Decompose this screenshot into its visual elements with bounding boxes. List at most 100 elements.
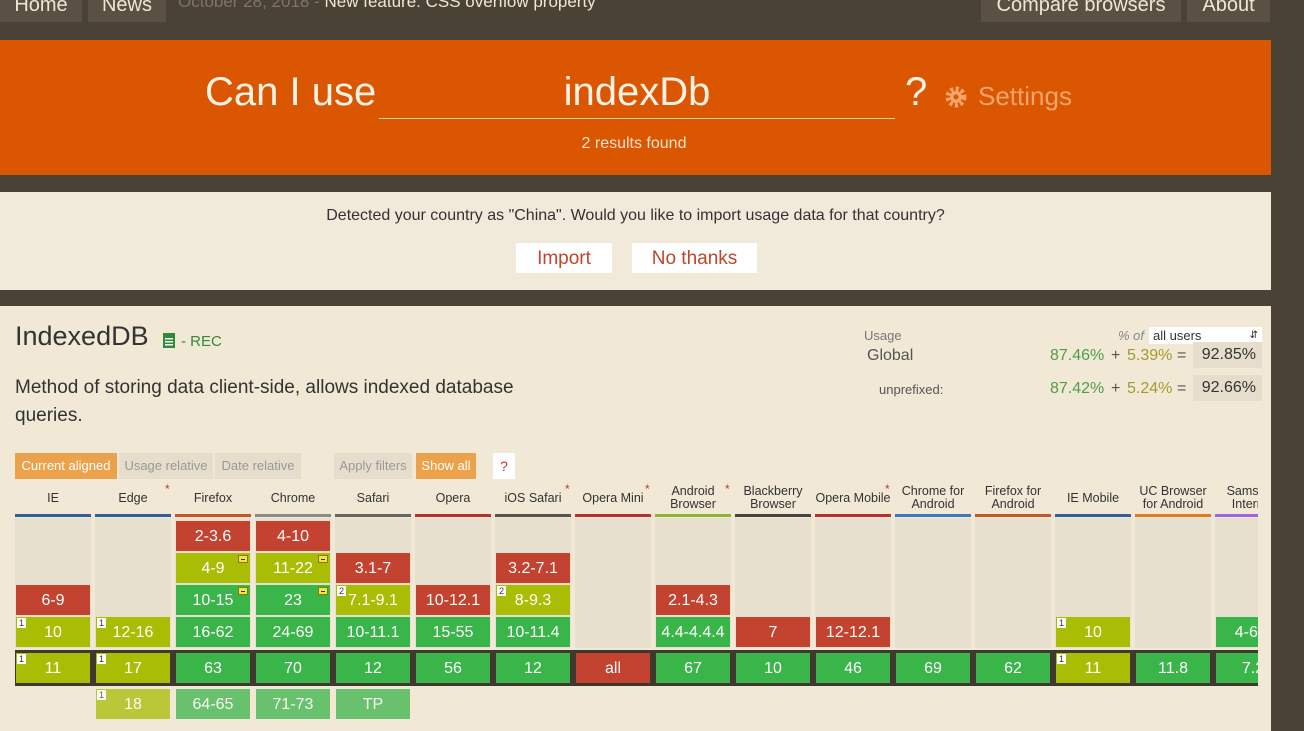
version-cell[interactable]: 15-55 — [416, 617, 490, 647]
version-cell[interactable]: 6-9 — [16, 585, 90, 615]
browser-header[interactable]: Chrome for Android — [895, 485, 971, 511]
nav-tab[interactable]: News — [88, 0, 166, 22]
version-cell[interactable]: 2-3.6 — [176, 521, 250, 551]
version-cell[interactable]: 4-9 — [176, 553, 250, 583]
version-cell[interactable]: 4-10 — [256, 521, 330, 551]
spec-status[interactable]: - REC — [181, 333, 222, 350]
browser-header[interactable]: Chrome — [255, 485, 331, 511]
version-cell[interactable]: 56 — [416, 653, 490, 683]
nav-tab[interactable]: About — [1187, 0, 1270, 22]
browser-name: Opera Mobile — [815, 490, 891, 505]
settings-icon[interactable] — [943, 84, 969, 110]
version-cell[interactable]: 11 1 — [1056, 653, 1130, 683]
browser-header[interactable]: Samsung Internet — [1215, 485, 1258, 511]
browser-header[interactable]: Safari — [335, 485, 411, 511]
prefix-flag — [318, 587, 328, 595]
browser-header[interactable]: iOS Safari — [495, 485, 571, 511]
version-cell[interactable]: 7.2 — [1216, 653, 1258, 683]
version-cell[interactable]: 17 1 — [96, 653, 170, 683]
version-cell[interactable]: 2.1-4.3 — [656, 585, 730, 615]
version-cell[interactable]: 11.8 — [1136, 653, 1210, 683]
version-cell[interactable]: 10 1 — [1056, 617, 1130, 647]
version-cell[interactable]: 62 — [976, 653, 1050, 683]
browser-underline — [735, 514, 811, 517]
version-cell[interactable]: 11-22 — [256, 553, 330, 583]
help-button[interactable]: ? — [493, 453, 515, 479]
version-cell[interactable]: TP — [336, 689, 410, 719]
version-note: 1 — [17, 654, 26, 664]
version-cell[interactable]: 10 — [736, 653, 810, 683]
browser-name: iOS Safari — [504, 490, 562, 505]
version-cell[interactable]: 63 — [176, 653, 250, 683]
version-cell[interactable]: 10-11.4 — [496, 617, 570, 647]
usage-supported: 87.42% — [1050, 380, 1105, 397]
filter-button[interactable]: Show all — [416, 453, 476, 479]
view-tab[interactable]: Current aligned — [15, 453, 117, 479]
view-tab[interactable]: Usage relative — [119, 453, 213, 479]
browser-header[interactable]: Firefox — [175, 485, 251, 511]
version-note: 1 — [97, 690, 106, 700]
browser-name: Edge — [118, 490, 148, 505]
view-tab[interactable]: Date relative — [215, 453, 301, 479]
version-label: 15-55 — [432, 624, 474, 641]
version-cell[interactable]: 4-6.2 — [1216, 617, 1258, 647]
usage-select[interactable]: all users ⇵ — [1149, 327, 1262, 344]
browser-asterisk: * — [565, 482, 570, 496]
usage-partial: 5.24% — [1127, 380, 1173, 397]
version-cell[interactable]: 12-12.1 — [816, 617, 890, 647]
country-message: Detected your country as "China". Would … — [326, 207, 945, 224]
version-cell[interactable]: 12-16 1 — [96, 617, 170, 647]
version-cell[interactable]: 11 1 — [16, 653, 90, 683]
version-cell[interactable]: 10-11.1 — [336, 617, 410, 647]
version-cell[interactable]: 12 — [496, 653, 570, 683]
nav-tab[interactable]: Home — [0, 0, 82, 22]
browser-asterisk: * — [165, 482, 170, 496]
nav-tab[interactable]: Compare browsers — [981, 0, 1181, 22]
browser-header[interactable]: IE — [15, 485, 91, 511]
browser-header[interactable]: Edge — [95, 485, 171, 511]
usage-total: 92.66% — [1193, 375, 1262, 401]
news-item[interactable]: October 28, 2018 - New feature: CSS over… — [178, 0, 596, 12]
version-cell[interactable]: all — [576, 653, 650, 683]
version-cell[interactable]: 10-12.1 — [416, 585, 490, 615]
browser-header[interactable]: Android Browser — [655, 485, 731, 511]
version-cell[interactable]: 8-9.3 2 — [496, 585, 570, 615]
browser-header[interactable]: Opera Mini — [575, 485, 651, 511]
version-cell[interactable]: 71-73 — [256, 689, 330, 719]
version-cell[interactable]: 46 — [816, 653, 890, 683]
version-cell[interactable]: 10 1 — [16, 617, 90, 647]
version-label: 70 — [284, 660, 302, 677]
version-cell[interactable]: 23 — [256, 585, 330, 615]
settings-link[interactable]: Settings — [978, 81, 1072, 111]
filter-button[interactable]: Apply filters — [334, 453, 412, 479]
browser-name: IE Mobile — [1066, 490, 1120, 505]
browser-header[interactable]: UC Browser for Android — [1135, 485, 1211, 511]
version-label: 3.2-7.1 — [508, 560, 558, 577]
browser-header[interactable]: IE Mobile — [1055, 485, 1131, 511]
version-cell[interactable]: 69 — [896, 653, 970, 683]
version-cell[interactable]: 3.1-7 — [336, 553, 410, 583]
browser-header[interactable]: Firefox for Android — [975, 485, 1051, 511]
version-cell[interactable]: 10-15 — [176, 585, 250, 615]
version-label: 10-15 — [192, 592, 234, 609]
search-input[interactable]: indexDb — [379, 70, 895, 119]
decline-button[interactable]: No thanks — [632, 243, 757, 273]
version-cell[interactable]: 7 — [736, 617, 810, 647]
version-cell[interactable]: 4.4-4.4.4 — [656, 617, 730, 647]
browser-header[interactable]: Opera Mobile — [815, 485, 891, 511]
version-label: 24-69 — [272, 624, 314, 641]
version-cell[interactable]: 24-69 — [256, 617, 330, 647]
version-cell[interactable]: 16-62 — [176, 617, 250, 647]
version-cell[interactable]: 64-65 — [176, 689, 250, 719]
version-cell[interactable]: 67 — [656, 653, 730, 683]
version-cell[interactable]: 70 — [256, 653, 330, 683]
version-cell[interactable]: 3.2-7.1 — [496, 553, 570, 583]
browser-header[interactable]: Opera — [415, 485, 491, 511]
search-label: Can I use — [205, 70, 377, 114]
version-cell[interactable]: 18 1 — [96, 689, 170, 719]
version-label: 2-3.6 — [194, 528, 232, 545]
version-cell[interactable]: 7.1-9.1 2 — [336, 585, 410, 615]
version-cell[interactable]: 12 — [336, 653, 410, 683]
import-button[interactable]: Import — [516, 243, 612, 273]
browser-header[interactable]: Blackberry Browser — [735, 485, 811, 511]
